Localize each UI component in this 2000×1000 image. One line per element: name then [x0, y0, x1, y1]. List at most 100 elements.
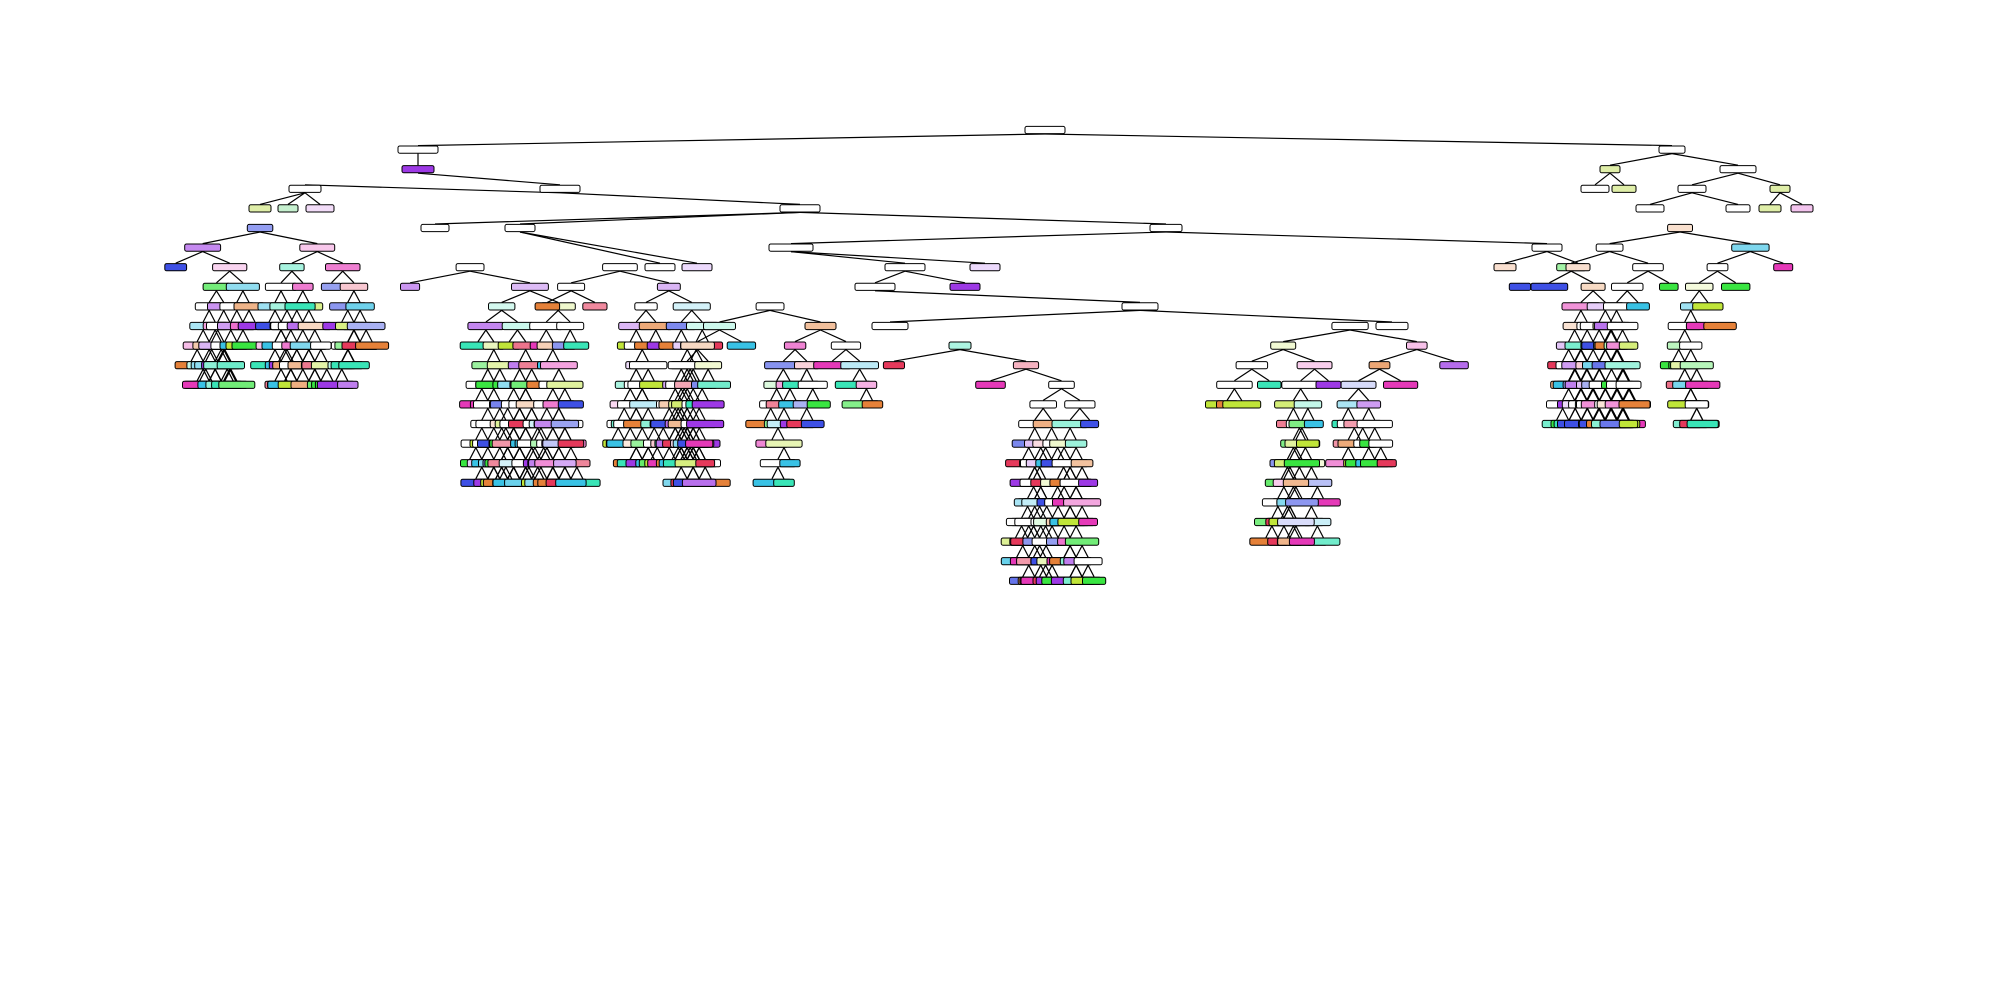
tree-edge — [552, 368, 560, 382]
tree-edge — [525, 349, 533, 362]
tree-node — [1508, 282, 1532, 291]
tree-edge — [528, 447, 536, 460]
tree-edge — [1286, 408, 1294, 421]
tree-edge — [1678, 368, 1686, 382]
tree-edge — [519, 349, 527, 362]
tree-edge — [695, 349, 703, 362]
tree-edge — [1604, 408, 1612, 421]
tree-edge — [558, 408, 566, 421]
tree-edge — [1081, 564, 1089, 578]
tree-edge — [505, 427, 513, 440]
tree-node — [1012, 361, 1040, 370]
tree-node — [797, 380, 828, 389]
tree-edge — [501, 309, 518, 323]
tree-edge — [1040, 506, 1048, 519]
tree-edge — [223, 310, 231, 323]
tree-node — [634, 302, 658, 311]
tree-edge — [680, 447, 688, 460]
tree-edge — [1033, 545, 1041, 558]
tree-edge — [1277, 525, 1285, 538]
tree-edge — [1622, 408, 1631, 421]
tree-edge — [552, 349, 560, 362]
tree-node — [1758, 204, 1782, 213]
tree-edge — [674, 368, 682, 382]
tree-edge — [641, 447, 649, 460]
tree-edge — [680, 309, 693, 323]
tree-node — [1692, 302, 1724, 311]
tree-node — [345, 302, 375, 311]
tree-edge — [1698, 270, 1718, 284]
tree-node — [694, 361, 723, 370]
tree-edge — [629, 329, 637, 342]
tree-node — [1048, 380, 1075, 389]
tree-edge — [698, 447, 706, 460]
tree-edge — [1598, 368, 1607, 382]
tree-edge — [487, 368, 495, 382]
tree-edge — [686, 349, 694, 362]
tree-edge — [1690, 349, 1698, 362]
tree-node — [1270, 341, 1297, 350]
tree-edge — [671, 408, 679, 421]
tree-edge — [1592, 349, 1600, 362]
tree-edge — [692, 447, 700, 460]
tree-edge — [1046, 506, 1054, 519]
tree-node — [556, 321, 585, 331]
tree-edge — [623, 427, 631, 440]
tree-edge — [635, 408, 643, 421]
tree-edge — [692, 427, 700, 440]
tree-edge — [1684, 329, 1692, 342]
tree-edge — [296, 290, 304, 303]
tree-edge — [799, 211, 1167, 225]
tree-node — [1281, 380, 1321, 389]
tree-edge — [641, 349, 649, 362]
tree-edge — [1034, 545, 1042, 558]
tree-edge — [1040, 525, 1048, 538]
tree-edge — [469, 270, 531, 284]
tree-edge — [525, 388, 533, 401]
tree-edge — [1234, 368, 1253, 382]
tree-edge — [649, 329, 657, 342]
tree-edge — [686, 368, 694, 382]
tree-edge — [570, 466, 578, 480]
tree-edge — [1779, 192, 1803, 205]
tree-edge — [635, 447, 643, 460]
tree-edge — [519, 408, 527, 421]
tree-edge — [1061, 388, 1081, 401]
tree-edge — [647, 427, 655, 440]
tree-edge — [1022, 525, 1030, 538]
tree-edge — [1604, 349, 1613, 362]
tree-edge — [1358, 388, 1370, 401]
tree-edge — [1586, 408, 1595, 421]
tree-node — [1356, 419, 1393, 429]
tree-edge — [1300, 368, 1315, 382]
tree-edge — [278, 349, 286, 362]
tree-edge — [274, 329, 282, 342]
tree-edge — [617, 408, 625, 421]
tree-edge — [1251, 368, 1270, 382]
tree-edge — [641, 388, 649, 401]
tree-edge — [417, 172, 561, 186]
tree-node — [1632, 263, 1664, 272]
tree-node — [299, 243, 336, 252]
tree-node — [783, 341, 807, 350]
tree-edge — [1079, 408, 1091, 421]
tree-edge — [519, 447, 527, 460]
tree-edge — [280, 270, 293, 284]
tree-edge — [215, 290, 225, 303]
tree-edge — [1034, 427, 1042, 440]
tree-edge — [611, 427, 619, 440]
tree-edge — [507, 447, 515, 460]
tree-edge — [570, 290, 596, 303]
tree-edge — [1628, 388, 1636, 401]
tree-edge — [522, 466, 530, 480]
tree-edge — [1379, 349, 1417, 362]
tree-node — [1078, 517, 1098, 527]
tree-edge — [202, 329, 210, 342]
tree-edge — [635, 368, 643, 382]
tree-edge — [1609, 153, 1673, 166]
tree-edge — [1622, 329, 1630, 342]
tree-node — [488, 302, 516, 311]
tree-edge — [692, 408, 700, 421]
tree-edge — [199, 368, 207, 382]
tree-node — [1531, 243, 1563, 252]
